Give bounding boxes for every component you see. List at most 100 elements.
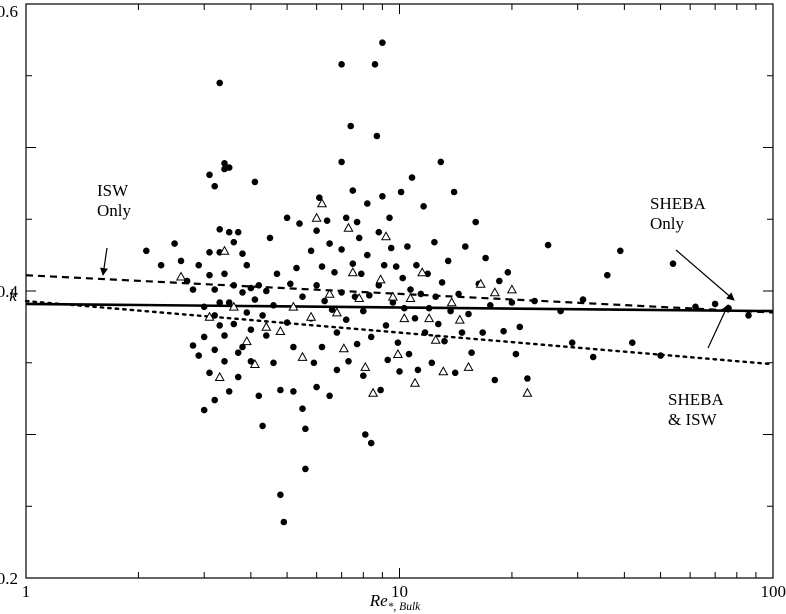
- data-point-circle: [371, 61, 379, 68]
- data-point-circle: [487, 302, 494, 309]
- annotation-line: & ISW: [668, 410, 718, 429]
- data-point-circle: [307, 247, 315, 255]
- data-point-circle: [451, 369, 459, 377]
- annotation-arrow: [675, 249, 735, 301]
- x-axis-label: Re*, Bulk: [369, 591, 421, 613]
- data-point-circle: [462, 243, 469, 250]
- data-point-triangle: [368, 387, 379, 397]
- x-tick-label: 10: [391, 582, 408, 601]
- data-point-triangle: [316, 198, 328, 208]
- data-point-circle: [318, 343, 326, 351]
- data-point-circle: [450, 188, 458, 196]
- data-point-circle: [251, 296, 259, 303]
- data-point-triangle: [354, 292, 365, 302]
- data-point-triangle: [409, 377, 421, 387]
- data-point-circle: [657, 352, 664, 359]
- data-point-circle: [745, 312, 752, 319]
- data-point-circle: [455, 290, 462, 298]
- data-point-circle: [259, 422, 266, 430]
- data-point-circle: [333, 366, 341, 374]
- data-point-circle: [216, 226, 223, 233]
- data-point-circle: [428, 359, 436, 367]
- data-point-circle: [491, 376, 499, 384]
- x-axis-label-sub: *, Bulk: [388, 601, 421, 613]
- data-point-circle: [211, 346, 218, 354]
- data-point-circle: [247, 326, 255, 334]
- data-point-circle: [280, 518, 288, 526]
- data-point-circle: [444, 257, 452, 265]
- data-point-circle: [338, 246, 345, 253]
- data-point-circle: [479, 329, 487, 336]
- y-tick-label: 0.6: [0, 2, 18, 21]
- data-point-triangle: [438, 366, 449, 376]
- data-point-circle: [338, 289, 345, 296]
- data-point-triangle: [387, 291, 398, 301]
- annotation-line: Only: [650, 214, 685, 233]
- data-point-circle: [216, 299, 223, 306]
- data-point-circle: [347, 122, 355, 130]
- data-point-circle: [225, 228, 233, 236]
- data-point-circle: [313, 383, 320, 391]
- data-point-circle: [211, 312, 218, 319]
- data-point-circle: [438, 279, 446, 286]
- data-point-circle: [396, 368, 403, 375]
- data-point-circle: [413, 261, 420, 269]
- data-point-circle: [468, 349, 475, 357]
- data-point-triangle: [261, 321, 272, 331]
- fit-line-dotted: [24, 299, 775, 366]
- axis-ticks: [25, 3, 774, 579]
- fit-line-solid: [25, 302, 774, 313]
- data-point-circle: [216, 79, 223, 87]
- data-point-circle: [211, 396, 218, 404]
- data-point-circle: [195, 261, 202, 269]
- data-point-circle: [255, 392, 263, 400]
- data-point-circle: [270, 359, 277, 367]
- data-point-circle: [617, 247, 624, 255]
- data-point-circle: [277, 386, 284, 394]
- data-point-circle: [299, 293, 306, 301]
- data-point-circle: [338, 61, 345, 68]
- data-point-circle: [414, 366, 422, 374]
- data-point-circle: [290, 388, 297, 395]
- y-tick-label: 0.4: [0, 282, 19, 301]
- data-point-circle: [342, 316, 350, 324]
- data-point-circle: [296, 220, 303, 227]
- data-point-circle: [604, 271, 611, 279]
- data-point-triangle: [306, 311, 317, 321]
- data-point-circle: [243, 309, 251, 316]
- data-point-circle: [384, 356, 392, 364]
- data-point-circle: [221, 160, 228, 167]
- data-point-circle: [711, 300, 719, 308]
- data-point-circle: [377, 386, 384, 394]
- data-point-triangle: [338, 343, 349, 353]
- data-point-triangle: [463, 361, 474, 371]
- data-point-circle: [277, 491, 284, 499]
- data-point-triangle: [522, 387, 533, 397]
- data-point-circle: [692, 303, 699, 311]
- data-point-triangle: [228, 301, 239, 311]
- data-point-circle: [508, 299, 516, 306]
- data-point-circle: [316, 194, 323, 201]
- data-point-circle: [211, 286, 218, 293]
- tick-labels: 1 10 100 0.2 0.4 0.6: [0, 2, 786, 601]
- data-point-circle: [239, 343, 246, 351]
- data-point-circle: [360, 372, 367, 380]
- data-point-circle: [465, 310, 472, 318]
- data-point-circle: [358, 270, 365, 278]
- data-point-circle: [225, 388, 233, 395]
- annotation-arrow: [707, 304, 729, 349]
- data-point-triangle: [380, 231, 392, 241]
- data-point-circle: [349, 187, 357, 194]
- data-point-circle: [302, 465, 309, 473]
- data-point-triangle: [424, 313, 435, 323]
- annotation-arrow: [100, 247, 108, 276]
- y-axis-label: k: [9, 286, 17, 305]
- plot-frame: [25, 3, 774, 579]
- data-point-circle: [579, 296, 587, 303]
- data-point-circle: [234, 228, 242, 236]
- annotation-line: SHEBA: [668, 390, 724, 409]
- data-point-circle: [259, 312, 266, 319]
- data-point-circle: [482, 254, 489, 262]
- data-point-circle: [516, 323, 524, 331]
